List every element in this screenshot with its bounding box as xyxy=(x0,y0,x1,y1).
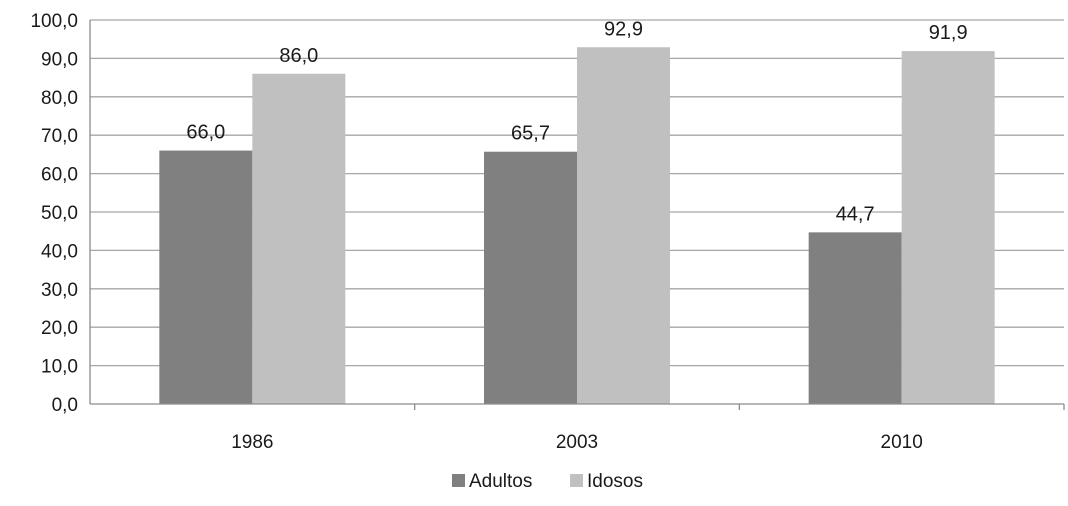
bar-idosos-2010 xyxy=(901,51,995,404)
legend-label-adultos: Adultos xyxy=(469,471,532,492)
data-label: 91,9 xyxy=(929,22,968,44)
y-tick-label: 80,0 xyxy=(41,88,78,109)
x-tick-label: 2010 xyxy=(881,432,923,453)
y-tick-label: 30,0 xyxy=(41,280,78,301)
y-tick-label: 40,0 xyxy=(41,241,78,262)
data-label: 66,0 xyxy=(186,122,225,144)
bar-adultos-2003 xyxy=(484,151,577,404)
data-label: 92,9 xyxy=(604,18,643,40)
legend: Adultos Idosos xyxy=(452,471,643,492)
data-label: 65,7 xyxy=(511,123,550,145)
legend-label-idosos: Idosos xyxy=(587,471,643,492)
x-tick-label: 1986 xyxy=(231,432,273,453)
x-tick-label: 2003 xyxy=(556,432,598,453)
y-tick-label: 60,0 xyxy=(41,165,78,186)
bar-idosos-2003 xyxy=(577,47,670,404)
legend-swatch-idosos xyxy=(570,474,583,487)
axes: 0,0 10,0 20,0 30,0 40,0 50,0 60,0 70,0 80,0 90,0 1… xyxy=(30,11,1065,453)
data-labels: 66,0 86,0 65,7 92,9 44,7 91,9 xyxy=(186,18,967,225)
bar-idosos-1986 xyxy=(252,73,346,404)
y-tick-label: 50,0 xyxy=(41,203,78,224)
legend-swatch-adultos xyxy=(452,474,465,487)
y-tick-label: 100,0 xyxy=(30,11,78,32)
bar-adultos-2010 xyxy=(808,232,902,404)
y-tick-label: 10,0 xyxy=(41,357,78,378)
bars xyxy=(159,47,995,404)
y-tick-label: 0,0 xyxy=(52,395,78,416)
data-label: 86,0 xyxy=(279,45,318,67)
y-tick-label: 20,0 xyxy=(41,318,78,339)
bar-adultos-1986 xyxy=(159,150,253,404)
y-tick-label: 90,0 xyxy=(41,49,78,70)
y-tick-label: 70,0 xyxy=(41,126,78,147)
data-label: 44,7 xyxy=(836,203,875,225)
